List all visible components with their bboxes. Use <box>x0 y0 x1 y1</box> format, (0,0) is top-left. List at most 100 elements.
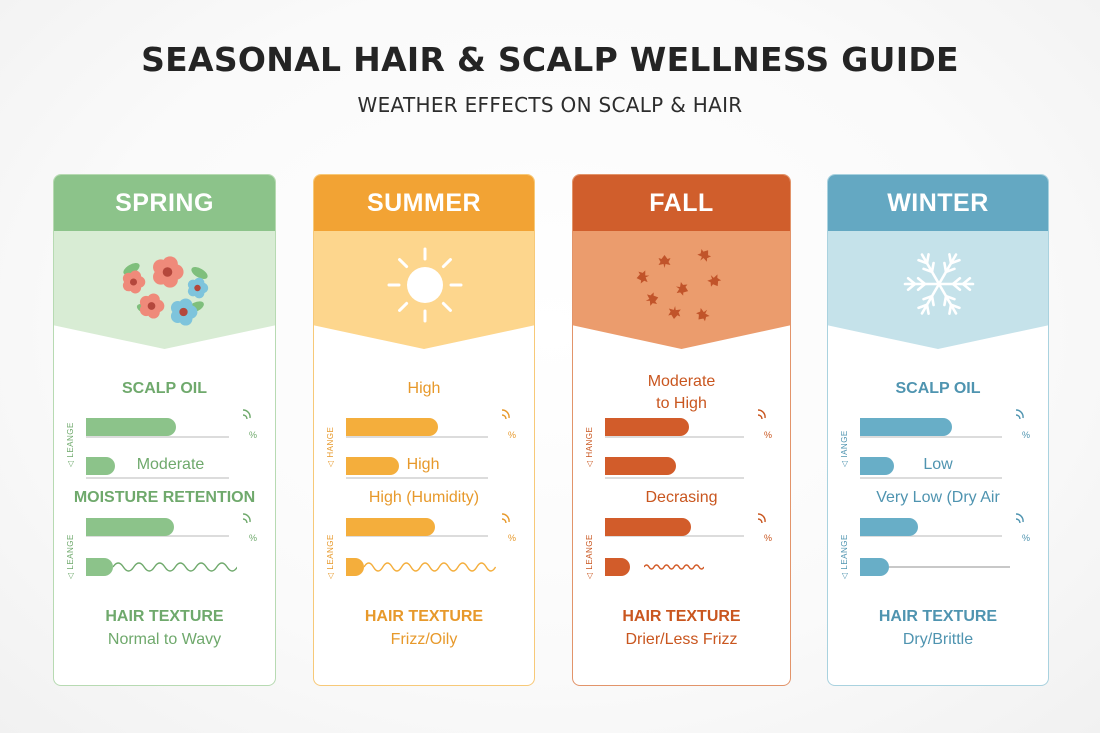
gauge-icon <box>239 511 257 531</box>
leaves-icon <box>573 237 790 337</box>
gauge-icon <box>1012 407 1030 427</box>
maple-leaf <box>696 308 710 322</box>
bar-track <box>86 436 229 438</box>
flower-shape <box>170 298 198 326</box>
scalp-oil-level-bar <box>605 457 677 475</box>
season-header: FALL <box>573 175 790 231</box>
scalp-oil-bar <box>346 418 438 436</box>
moisture-bar <box>605 518 692 536</box>
maple-leaf <box>707 274 722 287</box>
hair-texture-label: HAIR TEXTURE <box>105 608 224 625</box>
moisture-level-bar <box>860 558 889 576</box>
season-card-spring: SPRING SCALP OIL ◁ LEANGE% Moderate MOISTURE… <box>53 174 276 686</box>
bar-track <box>605 535 744 537</box>
axis-tag: ◁ LEANGE <box>840 534 849 579</box>
maple-leaf <box>675 281 689 296</box>
hair-texture-label: HAIR TEXTURE <box>622 608 741 625</box>
hair-texture-line <box>643 557 706 582</box>
moisture-bar <box>346 518 436 536</box>
maple-leaf <box>645 292 659 306</box>
maple-leaf <box>658 255 671 268</box>
metric-label-2: MOISTURE RETENTION <box>73 489 256 506</box>
hair-texture-value: Dry/Brittle <box>902 631 974 648</box>
hair-texture-label: HAIR TEXTURE <box>364 608 484 625</box>
percent-label: % <box>763 533 772 543</box>
percent-label: % <box>507 430 516 440</box>
oil-level-value: Low <box>923 456 953 473</box>
sun-ray <box>441 258 452 269</box>
gauge-icon <box>1015 513 1024 524</box>
moisture-level-bar <box>346 558 365 576</box>
percent-label: % <box>507 533 516 543</box>
leaf-shape <box>191 267 208 279</box>
bar-track <box>346 436 488 438</box>
metric-label-2: High (Humidity) <box>368 489 480 506</box>
percent-label: % <box>763 430 772 440</box>
gauge-icon <box>242 513 251 524</box>
axis-tag: ◁ LEANGE <box>326 534 335 579</box>
hair-wave-line <box>363 562 497 572</box>
gauge-icon <box>754 511 772 531</box>
percent-label: % <box>248 430 257 440</box>
season-banner <box>54 231 275 349</box>
gauge-icon <box>501 409 510 420</box>
maple-leaf <box>636 270 650 284</box>
hair-texture-line <box>111 557 238 582</box>
hair-texture-label: HAIR TEXTURE <box>878 608 998 625</box>
axis-tag: ◁ HANGE <box>326 426 335 467</box>
percent-label: % <box>1021 430 1030 440</box>
page-title: SEASONAL HAIR & SCALP WELLNESS GUIDE <box>141 40 959 79</box>
hair-texture-line <box>888 557 1010 582</box>
season-header: SPRING <box>54 175 275 231</box>
gauge-icon <box>757 409 766 420</box>
hair-wave-line <box>111 562 238 572</box>
gauge-icon <box>498 407 516 427</box>
moisture-bar <box>86 518 174 536</box>
bar-track <box>346 477 488 479</box>
snowflake-icon <box>903 253 975 315</box>
bar-track <box>605 477 744 479</box>
metric-label-1: Moderate to High <box>647 373 716 412</box>
scalp-oil-level-bar <box>346 457 399 475</box>
metric-label-2: Decrasing <box>645 489 718 506</box>
season-header: SUMMER <box>314 175 534 231</box>
sun-disc <box>407 267 443 303</box>
scalp-oil-bar <box>605 418 689 436</box>
percent-label: % <box>1021 533 1030 543</box>
oil-level-value: High <box>406 456 440 473</box>
hair-texture-value: Drier/Less Frizz <box>625 631 738 648</box>
gauge-icon <box>239 407 257 427</box>
bar-track <box>860 477 1002 479</box>
flower-shape <box>187 277 209 299</box>
percent-label: % <box>248 533 257 543</box>
sun-ray <box>441 301 452 312</box>
flowers-icon <box>54 237 275 337</box>
page-subtitle: WEATHER EFFECTS ON SCALP & HAIR <box>357 93 743 117</box>
gauge-icon <box>757 513 766 524</box>
metric-label-1: SCALP OIL <box>895 380 981 397</box>
scalp-oil-bar <box>86 418 177 436</box>
season-card-fall: FALL Moderate to High ◁ HANGE% Decrasing ◁ L… <box>572 174 791 686</box>
bar-track <box>86 535 229 537</box>
metric-label-1: High <box>407 380 441 397</box>
bar-track <box>346 535 488 537</box>
season-card-winter: WINTER SCALP OIL ◁ IANGE% Low Very Low (Dry … <box>827 174 1049 686</box>
moisture-bar <box>860 518 918 536</box>
flower-shape <box>139 293 165 319</box>
gauge-icon <box>1012 511 1030 531</box>
snowflake-shape <box>903 253 975 315</box>
scalp-oil-level-bar <box>860 457 895 475</box>
hair-texture-value: Normal to Wavy <box>107 631 222 648</box>
gauge-icon <box>754 407 772 427</box>
axis-tag: ◁ LEANGE <box>585 534 594 579</box>
hair-straight-line <box>888 566 1010 568</box>
flowers-icon <box>122 256 209 326</box>
moisture-level-bar <box>86 558 113 576</box>
scalp-oil-level-bar <box>86 457 116 475</box>
bar-track <box>860 535 1002 537</box>
leaf-shape <box>123 263 140 275</box>
season-banner <box>828 231 1048 349</box>
sun-ray <box>398 258 409 269</box>
leaves-icon <box>636 248 722 322</box>
hair-texture-value: Frizz/Oily <box>390 631 458 648</box>
